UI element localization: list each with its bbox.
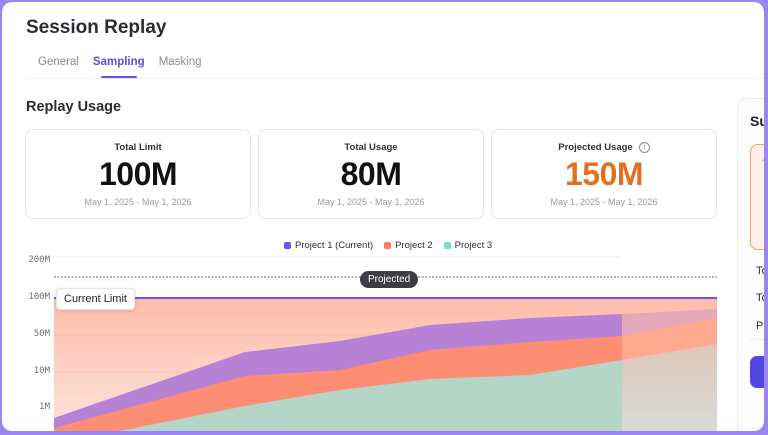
app-window: Session Replay General Sampling Masking …	[2, 2, 764, 431]
total-usage-card: Total Usage 80M May 1, 2025 - May 1, 202…	[258, 129, 484, 219]
warning-box: ⚠	[750, 144, 764, 250]
info-icon[interactable]: i	[638, 142, 650, 153]
tab-sampling[interactable]: Sampling	[93, 56, 145, 78]
card-value: 80M	[340, 156, 402, 192]
legend-project-2[interactable]: Project 2	[384, 240, 433, 251]
tabs-divider	[26, 78, 764, 79]
legend-label: Project 2	[395, 240, 433, 251]
tab-general[interactable]: General	[38, 56, 79, 68]
card-label: Projected Usage	[558, 142, 633, 153]
legend-swatch	[384, 242, 392, 249]
legend-project-3[interactable]: Project 3	[443, 240, 493, 251]
card-range: May 1, 2025 - May 1, 2026	[84, 197, 192, 207]
tab-masking[interactable]: Masking	[158, 56, 202, 68]
summary-row-total-limit: To	[756, 265, 764, 277]
y-tick-200m: 200M	[28, 255, 50, 265]
y-tick-50m: 50M	[33, 329, 50, 339]
card-value: 100M	[98, 156, 178, 192]
card-value: 150M	[564, 156, 644, 192]
summary-row-projected: Pr	[756, 320, 764, 332]
projected-usage-card: Projected Usage i 150M May 1, 2025 - May…	[491, 129, 717, 219]
legend-label: Project 1 (Current)	[295, 240, 374, 251]
page-title: Session Replay	[26, 17, 167, 38]
summary-row-total-usage: To	[756, 292, 764, 304]
summary-action-button[interactable]	[750, 356, 764, 388]
summary-panel: Su ⚠ To To Pr	[737, 98, 764, 431]
card-range: May 1, 2025 - May 1, 2026	[550, 197, 658, 207]
usage-area-chart	[54, 256, 717, 431]
summary-title: Su	[750, 113, 764, 129]
y-tick-1m: 1M	[39, 402, 50, 412]
current-limit-label: Current Limit	[56, 288, 135, 310]
y-tick-100m: 100M	[28, 292, 50, 302]
legend-label: Project 3	[454, 240, 493, 251]
projected-marker: Projected	[360, 271, 419, 288]
card-label: Total Limit	[114, 142, 162, 153]
legend-project-1[interactable]: Project 1 (Current)	[284, 240, 373, 251]
legend-swatch	[443, 242, 451, 249]
warning-icon: ⚠	[762, 153, 764, 164]
y-tick-10m: 10M	[33, 366, 50, 376]
section-title: Replay Usage	[26, 99, 122, 115]
tab-bar: General Sampling Masking	[38, 56, 202, 78]
summary-divider	[750, 339, 764, 340]
legend-swatch	[284, 242, 291, 249]
card-range: May 1, 2025 - May 1, 2026	[317, 197, 425, 207]
card-label: Total Usage	[344, 142, 398, 153]
total-limit-card: Total Limit 100M May 1, 2025 - May 1, 20…	[25, 129, 251, 219]
chart-legend: Project 1 (Current) Project 2 Project 3	[284, 240, 492, 251]
